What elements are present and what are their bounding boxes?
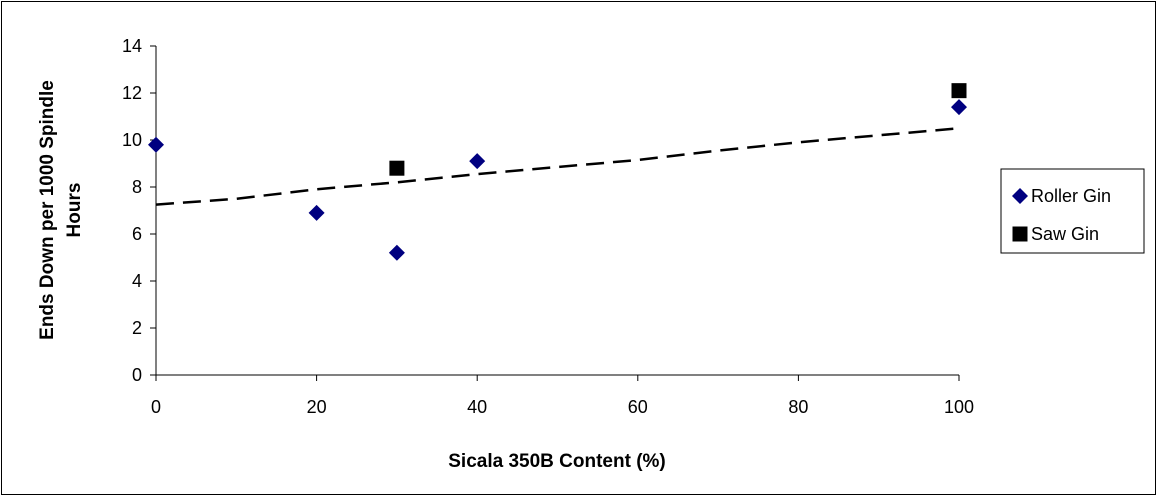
- y-axis-title-line-1: Ends Down per 1000 Spindle: [37, 80, 58, 340]
- x-tick-label: 40: [467, 397, 487, 417]
- x-tick-label: 100: [944, 397, 974, 417]
- legend-roller-gin-label: Roller Gin: [1031, 186, 1111, 206]
- y-tick-label: 10: [122, 130, 142, 150]
- points-layer: [148, 83, 967, 261]
- y-tick-label: 2: [132, 318, 142, 338]
- y-tick-label: 0: [132, 365, 142, 385]
- roller-gin-point: [308, 204, 325, 221]
- x-tick-label: 20: [307, 397, 327, 417]
- legend-roller-gin-marker: [1012, 188, 1028, 204]
- legend-saw-gin-marker: [1012, 226, 1028, 242]
- roller-gin-point: [469, 153, 486, 170]
- y-tick-label: 8: [132, 177, 142, 197]
- trendline: [155, 127, 960, 206]
- roller-gin-point: [388, 244, 405, 261]
- y-tick-label: 12: [122, 83, 142, 103]
- legend: Roller Gin Saw Gin: [1000, 168, 1145, 254]
- trendline-layer: [155, 127, 960, 206]
- saw-gin-point: [389, 160, 405, 176]
- x-tick-label: 0: [151, 397, 161, 417]
- x-tick-label: 80: [788, 397, 808, 417]
- y-tick-label: 14: [122, 36, 142, 56]
- roller-gin-point: [951, 99, 967, 116]
- axes: [150, 45, 960, 381]
- roller-gin-point: [148, 136, 164, 153]
- x-axis-title: Sicala 350B Content (%): [448, 451, 666, 472]
- y-tick-label: 6: [132, 224, 142, 244]
- x-tick-label: 60: [628, 397, 648, 417]
- saw-gin-point: [951, 83, 967, 99]
- y-tick-label: 4: [132, 271, 142, 291]
- tick-labels-layer: 0 2 4 6 8 10 12 14 0 20 40 60 80 100: [122, 36, 974, 417]
- y-axis-title-line-2: Hours: [64, 183, 85, 238]
- legend-saw-gin-label: Saw Gin: [1031, 224, 1099, 244]
